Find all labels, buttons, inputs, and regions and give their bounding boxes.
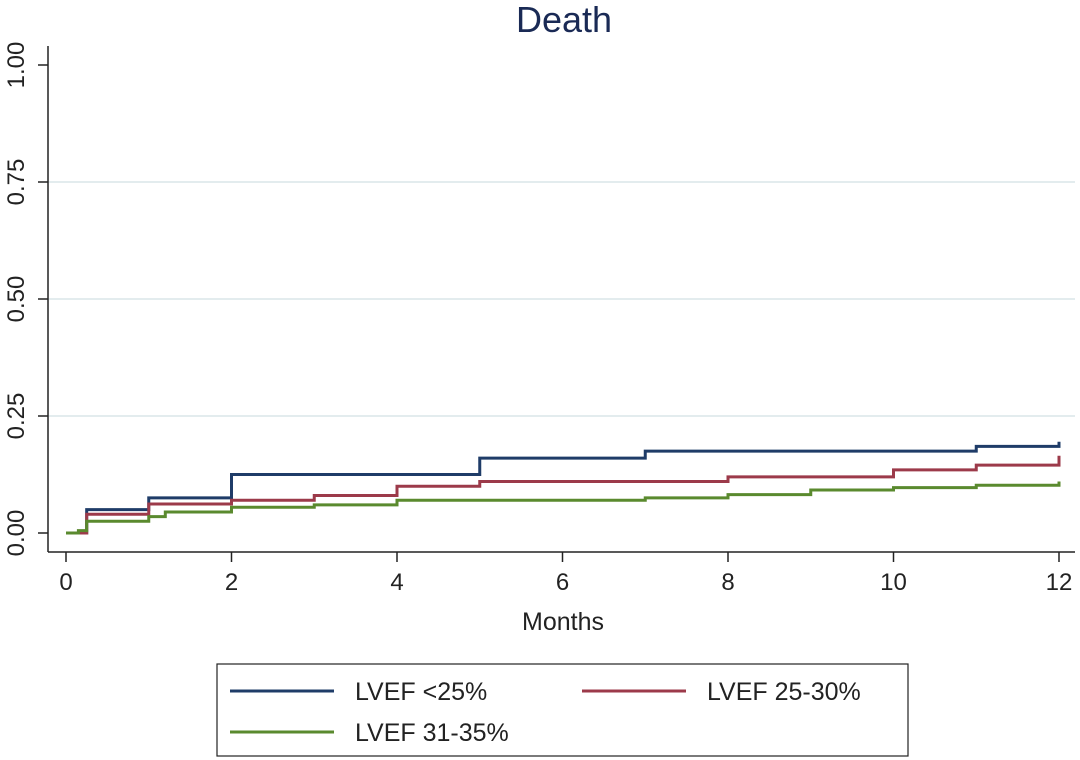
y-ticks: 0.00 0.25 0.50 0.75 1.00 [3,42,48,557]
y-tick-label: 0.00 [3,510,30,557]
x-axis-label: Months [522,608,604,636]
y-tick-label: 1.00 [3,42,30,89]
y-tick-label: 0.50 [3,276,30,323]
series-line-3 [66,481,1061,535]
legend-label-1: LVEF <25% [355,678,487,706]
chart-title: Death [516,0,612,40]
x-tick-label: 8 [721,569,734,596]
y-tick-label: 0.25 [3,393,30,440]
x-tick-label: 2 [225,569,238,596]
x-tick-label: 4 [390,569,403,596]
legend-label-2: LVEF 25-30% [707,678,861,706]
x-tick-label: 6 [556,569,569,596]
x-tick-label: 0 [59,569,72,596]
legend-label-3: LVEF 31-35% [355,719,509,747]
series-line-2 [66,455,1061,535]
legend: LVEF <25% LVEF 25-30% LVEF 31-35% [216,663,909,757]
grid-lines [48,181,1075,417]
x-ticks: 0 2 4 6 8 10 12 [59,552,1072,596]
series-lines [66,441,1061,535]
y-tick-label: 0.75 [3,159,30,206]
x-tick-label: 12 [1046,569,1073,596]
legend-box [216,663,909,757]
x-tick-label: 10 [880,569,907,596]
series-line-1 [66,441,1061,535]
